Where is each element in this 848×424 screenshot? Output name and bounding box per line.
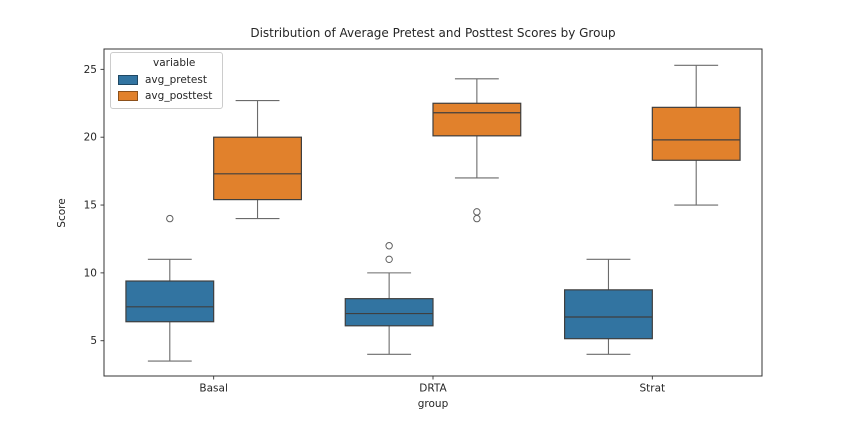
outlier-avg_pretest-DRTA-11 <box>385 255 393 264</box>
legend-entry-avg_pretest: avg_pretest <box>118 74 212 86</box>
legend-entry-avg_posttest: avg_posttest <box>118 90 212 102</box>
legend-label-avg_posttest: avg_posttest <box>145 90 213 102</box>
legend-entries: avg_pretest avg_posttest <box>118 74 212 102</box>
y-tick-label-5: 5 <box>90 335 97 347</box>
outlier-avg_posttest-DRTA-14.5 <box>473 208 481 216</box>
box-avg_pretest-Strat <box>563 289 653 340</box>
x-axis-label: group <box>417 398 449 410</box>
x-tick-label-Basal: Basal <box>199 383 227 395</box>
box-avg_pretest-Basal <box>125 280 215 323</box>
x-tick-label-Strat: Strat <box>640 383 666 395</box>
y-tick-label-20: 20 <box>84 132 97 144</box>
legend-title: variable <box>153 57 196 69</box>
y-tick-label-25: 25 <box>84 64 97 76</box>
outlier-avg_pretest-DRTA-12 <box>385 242 393 250</box>
legend-swatch-avg_pretest <box>118 75 138 85</box>
y-tick-label-10: 10 <box>84 267 97 279</box>
legend-label-avg_pretest: avg_pretest <box>145 74 207 86</box>
legend: variable avg_pretest avg_posttest <box>110 52 224 109</box>
legend-swatch-avg_posttest <box>118 91 138 101</box>
box-avg_posttest-DRTA <box>432 102 522 137</box>
outlier-avg_posttest-DRTA-14 <box>473 214 481 223</box>
box-avg_posttest-Strat <box>651 106 741 161</box>
x-tick-label-DRTA: DRTA <box>419 383 447 395</box>
outlier-avg_pretest-Basal-14 <box>166 214 174 223</box>
box-avg_posttest-Basal <box>213 136 303 201</box>
y-tick-label-15: 15 <box>84 200 97 212</box>
chart-title: Distribution of Average Pretest and Post… <box>250 26 616 40</box>
box-avg_pretest-DRTA <box>344 298 434 327</box>
